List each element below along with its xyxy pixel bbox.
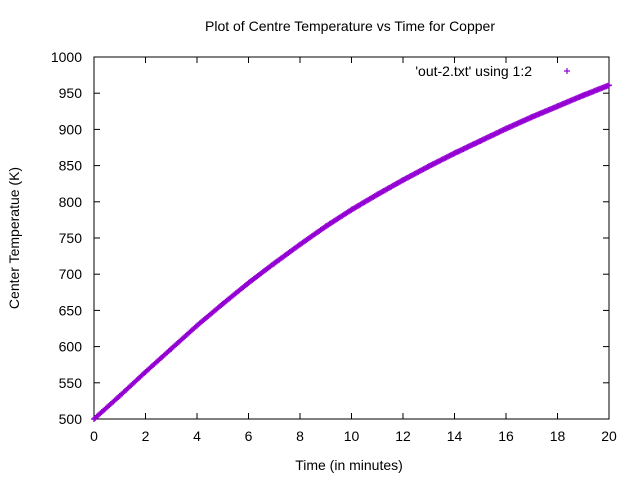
- data-point-7: [271, 260, 278, 267]
- x-tick-label-0: 0: [90, 428, 98, 444]
- y-tick-label-6: 800: [59, 194, 83, 210]
- y-axis-label: Center Temperatue (K): [6, 167, 22, 309]
- x-axis: 0 2 4 6 8 10 12 14 16 18 20: [90, 57, 617, 444]
- y-tick-label-5: 750: [59, 230, 83, 246]
- y-tick-label-3: 650: [59, 302, 83, 318]
- plot-border: [93, 56, 610, 420]
- data-point-5: [219, 300, 226, 307]
- data-point-15: [477, 137, 484, 144]
- data-point-9: [322, 223, 329, 230]
- x-tick-label-8: 16: [498, 428, 514, 444]
- data-point-4: [194, 322, 200, 329]
- y-axis: 500 550 600 650 700 750 800 850 900 950 1000: [51, 49, 609, 427]
- data-point-20: [606, 82, 612, 89]
- chart-title: Plot of Centre Temperature vs Time for C…: [205, 18, 495, 34]
- data-point-16: [503, 125, 509, 132]
- x-tick-label-5: 10: [344, 428, 360, 444]
- data-point-8: [297, 241, 303, 248]
- x-tick-label-1: 2: [142, 428, 150, 444]
- data-point-19: [580, 92, 587, 99]
- y-tick-label-4: 700: [59, 266, 83, 282]
- series-group: [91, 82, 612, 422]
- data-point-14: [451, 150, 458, 157]
- y-tick-label-8: 900: [59, 121, 83, 137]
- series-0: [91, 82, 612, 422]
- data-point-10: [348, 206, 355, 213]
- x-tick-label-2: 4: [193, 428, 201, 444]
- x-tick-label-3: 6: [245, 428, 253, 444]
- x-tick-label-4: 8: [296, 428, 304, 444]
- data-point-13: [425, 163, 432, 170]
- data-point-17: [528, 114, 535, 121]
- y-tick-label-0: 500: [59, 411, 83, 427]
- y-tick-label-2: 600: [59, 339, 83, 355]
- legend-marker: [564, 68, 570, 74]
- series-line-0: [91, 82, 612, 422]
- data-point-6: [245, 279, 252, 286]
- y-tick-label-9: 950: [59, 85, 83, 101]
- legend: 'out-2.txt' using 1:2: [415, 63, 570, 79]
- plot-frame: [93, 56, 610, 420]
- data-point-11: [374, 191, 381, 198]
- data-point-3: [168, 345, 175, 352]
- data-point-0: [91, 416, 97, 422]
- y-tick-label-10: 1000: [51, 49, 82, 65]
- data-point-12: [400, 177, 406, 184]
- y-tick-label-7: 850: [59, 158, 83, 174]
- data-point-2: [142, 368, 149, 375]
- y-tick-label-1: 550: [59, 375, 83, 391]
- x-tick-label-10: 20: [601, 428, 617, 444]
- x-tick-label-7: 14: [447, 428, 463, 444]
- legend-label: 'out-2.txt' using 1:2: [415, 63, 532, 79]
- x-tick-label-9: 18: [550, 428, 566, 444]
- data-point-18: [554, 103, 561, 110]
- x-tick-label-6: 12: [395, 428, 411, 444]
- data-point-1: [116, 392, 123, 399]
- x-axis-label: Time (in minutes): [295, 457, 403, 473]
- legend-plus-icon: [564, 68, 570, 74]
